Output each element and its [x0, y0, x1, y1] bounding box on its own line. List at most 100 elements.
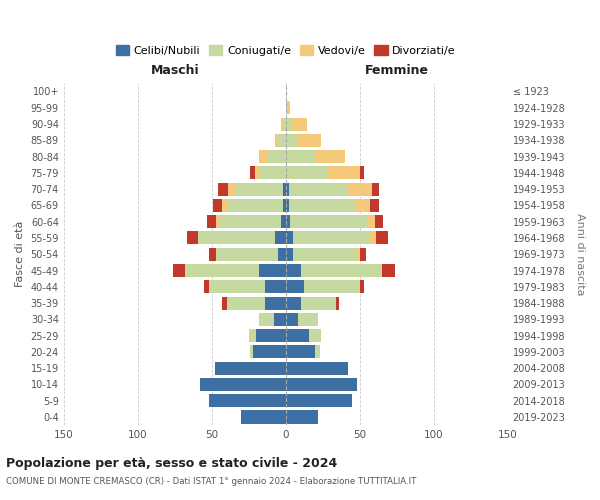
Bar [286, 394, 352, 407]
Bar [376, 232, 388, 244]
Bar [286, 410, 319, 424]
Bar [255, 166, 259, 179]
Bar [316, 150, 345, 163]
Bar [355, 199, 370, 212]
Bar [222, 199, 227, 212]
Bar [283, 182, 286, 196]
Bar [275, 134, 278, 147]
Bar [259, 150, 268, 163]
Bar [371, 182, 379, 196]
Bar [219, 215, 281, 228]
Bar [209, 280, 265, 293]
Bar [250, 166, 255, 179]
Bar [235, 182, 283, 196]
Bar [286, 313, 298, 326]
Bar [278, 134, 286, 147]
Bar [286, 232, 293, 244]
Bar [227, 199, 283, 212]
Bar [298, 313, 319, 326]
Bar [316, 346, 320, 358]
Bar [382, 264, 395, 277]
Bar [301, 264, 382, 277]
Bar [187, 232, 199, 244]
Bar [216, 248, 278, 261]
Bar [256, 329, 286, 342]
Bar [286, 182, 289, 196]
Bar [374, 215, 383, 228]
Bar [253, 346, 286, 358]
Bar [360, 248, 366, 261]
Bar [259, 166, 286, 179]
Bar [222, 296, 227, 310]
Bar [209, 248, 216, 261]
Bar [250, 346, 253, 358]
Y-axis label: Anni di nascita: Anni di nascita [575, 213, 585, 296]
Bar [218, 182, 228, 196]
Bar [290, 215, 367, 228]
Bar [205, 280, 209, 293]
Bar [370, 199, 379, 212]
Bar [209, 394, 286, 407]
Bar [286, 134, 298, 147]
Text: Popolazione per età, sesso e stato civile - 2024: Popolazione per età, sesso e stato civil… [6, 458, 337, 470]
Bar [274, 313, 286, 326]
Text: Maschi: Maschi [151, 64, 199, 77]
Bar [286, 215, 290, 228]
Bar [199, 232, 275, 244]
Bar [289, 199, 355, 212]
Bar [293, 232, 370, 244]
Bar [283, 118, 286, 130]
Bar [286, 280, 304, 293]
Bar [249, 329, 256, 342]
Bar [286, 346, 316, 358]
Bar [227, 296, 265, 310]
Bar [216, 215, 219, 228]
Bar [360, 280, 364, 293]
Y-axis label: Fasce di età: Fasce di età [15, 221, 25, 288]
Bar [301, 296, 336, 310]
Bar [286, 248, 293, 261]
Bar [213, 199, 222, 212]
Bar [283, 199, 286, 212]
Bar [286, 264, 301, 277]
Bar [370, 232, 376, 244]
Bar [336, 296, 339, 310]
Bar [298, 134, 322, 147]
Bar [228, 182, 235, 196]
Bar [304, 280, 360, 293]
Bar [268, 150, 286, 163]
Bar [173, 264, 185, 277]
Bar [215, 362, 286, 374]
Text: COMUNE DI MONTE CREMASCO (CR) - Dati ISTAT 1° gennaio 2024 - Elaborazione TUTTIT: COMUNE DI MONTE CREMASCO (CR) - Dati IST… [6, 478, 416, 486]
Bar [286, 199, 289, 212]
Bar [259, 313, 274, 326]
Bar [360, 166, 364, 179]
Bar [275, 232, 286, 244]
Bar [348, 182, 371, 196]
Bar [327, 166, 360, 179]
Bar [286, 118, 292, 130]
Bar [286, 378, 357, 391]
Bar [292, 118, 307, 130]
Bar [200, 378, 286, 391]
Bar [289, 182, 348, 196]
Text: Femmine: Femmine [365, 64, 429, 77]
Bar [265, 280, 286, 293]
Bar [259, 264, 286, 277]
Bar [286, 296, 301, 310]
Bar [208, 215, 216, 228]
Bar [286, 362, 348, 374]
Bar [286, 329, 310, 342]
Bar [281, 118, 283, 130]
Bar [286, 166, 327, 179]
Bar [293, 248, 357, 261]
Bar [185, 264, 259, 277]
Bar [241, 410, 286, 424]
Legend: Celibi/Nubili, Coniugati/e, Vedovi/e, Divorziati/e: Celibi/Nubili, Coniugati/e, Vedovi/e, Di… [112, 41, 460, 60]
Bar [265, 296, 286, 310]
Bar [287, 101, 290, 114]
Bar [278, 248, 286, 261]
Bar [310, 329, 322, 342]
Bar [357, 248, 360, 261]
Bar [286, 101, 287, 114]
